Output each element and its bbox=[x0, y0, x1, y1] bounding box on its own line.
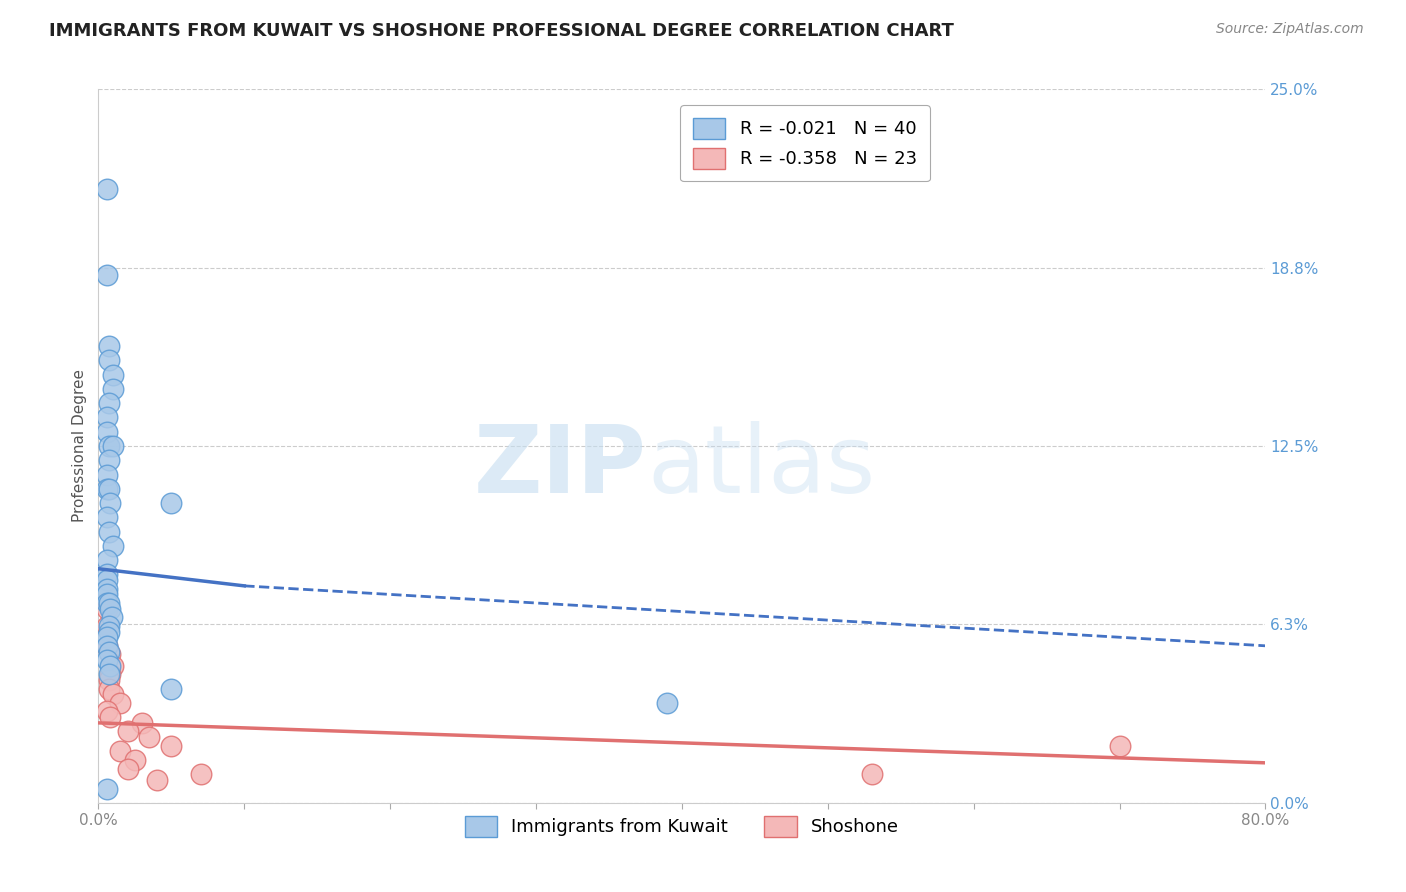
Point bbox=[190, 767, 212, 781]
Point bbox=[101, 539, 124, 553]
Point bbox=[98, 601, 121, 615]
Point bbox=[96, 619, 118, 633]
Point bbox=[860, 767, 883, 781]
Text: IMMIGRANTS FROM KUWAIT VS SHOSHONE PROFESSIONAL DEGREE CORRELATION CHART: IMMIGRANTS FROM KUWAIT VS SHOSHONE PROFE… bbox=[49, 22, 955, 40]
Point bbox=[101, 439, 124, 453]
Point bbox=[98, 496, 121, 510]
Point bbox=[97, 624, 120, 639]
Point bbox=[97, 596, 120, 610]
Point bbox=[160, 739, 183, 753]
Point bbox=[97, 667, 120, 681]
Point bbox=[96, 705, 118, 719]
Point bbox=[98, 667, 121, 681]
Y-axis label: Professional Degree: Professional Degree bbox=[72, 369, 87, 523]
Point bbox=[97, 353, 120, 368]
Point bbox=[96, 781, 118, 796]
Point bbox=[96, 567, 118, 582]
Point bbox=[657, 696, 679, 710]
Text: atlas: atlas bbox=[647, 421, 875, 514]
Point bbox=[96, 653, 118, 667]
Point bbox=[96, 573, 118, 587]
Point bbox=[96, 182, 118, 196]
Point bbox=[124, 753, 146, 767]
Point bbox=[97, 439, 120, 453]
Point bbox=[160, 496, 183, 510]
Text: Source: ZipAtlas.com: Source: ZipAtlas.com bbox=[1216, 22, 1364, 37]
Point bbox=[96, 639, 118, 653]
Point bbox=[160, 681, 183, 696]
Point bbox=[117, 724, 139, 739]
Point bbox=[101, 368, 124, 382]
Point bbox=[96, 582, 118, 596]
Point bbox=[110, 744, 132, 758]
Point bbox=[98, 710, 121, 724]
Point bbox=[117, 762, 139, 776]
Point bbox=[96, 410, 118, 425]
Point bbox=[97, 644, 120, 658]
Point bbox=[98, 648, 121, 662]
Point bbox=[96, 425, 118, 439]
Point bbox=[97, 619, 120, 633]
Point bbox=[96, 596, 118, 610]
Point bbox=[101, 687, 124, 701]
Point bbox=[96, 268, 118, 282]
Point bbox=[97, 524, 120, 539]
Point bbox=[97, 453, 120, 467]
Point bbox=[97, 681, 120, 696]
Point bbox=[96, 467, 118, 482]
Point bbox=[97, 396, 120, 410]
Point bbox=[96, 510, 118, 524]
Point bbox=[100, 610, 122, 624]
Point bbox=[96, 601, 118, 615]
Point bbox=[110, 696, 132, 710]
Point bbox=[97, 673, 120, 687]
Point bbox=[96, 639, 118, 653]
Point bbox=[98, 658, 121, 673]
Point bbox=[146, 772, 169, 787]
Point bbox=[96, 482, 118, 496]
Point bbox=[97, 482, 120, 496]
Text: ZIP: ZIP bbox=[474, 421, 647, 514]
Point bbox=[97, 339, 120, 353]
Point bbox=[101, 382, 124, 396]
Point bbox=[138, 730, 160, 744]
Legend: Immigrants from Kuwait, Shoshone: Immigrants from Kuwait, Shoshone bbox=[457, 808, 907, 844]
Point bbox=[96, 587, 118, 601]
Point bbox=[96, 630, 118, 644]
Point bbox=[1108, 739, 1130, 753]
Point bbox=[101, 658, 124, 673]
Point bbox=[131, 715, 153, 730]
Point bbox=[96, 553, 118, 567]
